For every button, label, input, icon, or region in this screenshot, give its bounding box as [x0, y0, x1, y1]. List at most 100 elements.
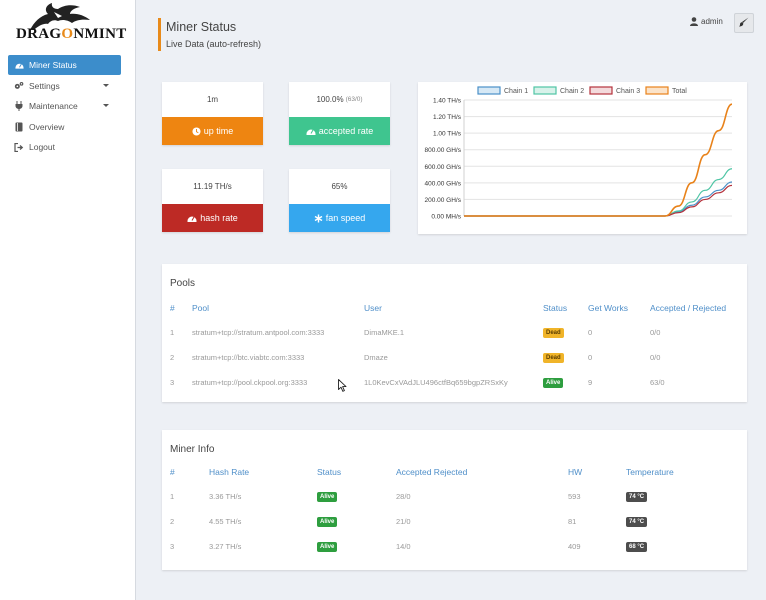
legend-label: Total — [672, 88, 687, 95]
fan-speed-value: 65% — [331, 182, 348, 191]
user-name: admin — [701, 17, 723, 26]
pool-works: 9 — [588, 378, 593, 387]
sidebar-item-label: Overview — [29, 121, 65, 132]
chain-accrej: 21/0 — [396, 517, 411, 526]
table-row: 2 4.55 TH/s Alive 21/0 81 74 °C — [170, 509, 740, 534]
pool-url: stratum+tcp://stratum.antpool.com:3333 — [192, 328, 325, 337]
table-row: 2 stratum+tcp://btc.viabtc.com:3333 Dmaz… — [170, 345, 740, 370]
table-row: 3 3.27 TH/s Alive 14/0 409 68 °C — [170, 534, 740, 559]
sidebar-item-label: Miner Status — [29, 60, 77, 70]
hash-rate-label: hash rate — [200, 213, 238, 223]
table-row: 1 stratum+tcp://stratum.antpool.com:3333… — [170, 320, 740, 345]
sidebar-item-logout[interactable]: Logout — [8, 137, 121, 157]
pool-accrej: 0/0 — [650, 353, 661, 362]
chain-accrej: 14/0 — [396, 542, 411, 551]
hash-rate-label-bar: hash rate — [162, 204, 263, 232]
legend-swatch — [589, 86, 613, 95]
y-tick-label: 1.40 TH/s — [433, 98, 462, 105]
chain-rate: 4.55 TH/s — [209, 517, 242, 526]
chain-hw: 409 — [568, 542, 581, 551]
accepted-rate-value: 100.0% — [316, 95, 344, 104]
mouse-cursor-icon — [338, 379, 347, 392]
y-tick-label: 800.00 GH/s — [425, 147, 462, 154]
uptime-value: 1m — [206, 95, 219, 104]
temperature-badge: 68 °C — [626, 542, 648, 552]
fan-speed-label-bar: fan speed — [289, 204, 390, 232]
pools-col-pool: Pool — [192, 303, 210, 313]
temperature-badge: 74 °C — [626, 492, 648, 502]
legend-swatch — [533, 86, 557, 95]
chevron-down-icon — [103, 83, 109, 87]
book-icon — [14, 122, 24, 132]
pools-panel: Pools # Pool User Status Get Works Accep… — [162, 264, 747, 402]
hashrate-chart-card: 0.00 MH/s 200.00 GH/s 400.00 GH/s 600.00 GH… — [418, 82, 747, 234]
pools-col-works: Get Works — [588, 303, 628, 313]
status-badge: Alive — [317, 542, 338, 552]
pools-col-status: Status — [543, 303, 568, 313]
sign-out-icon — [14, 142, 24, 152]
sidebar-item-maintenance[interactable]: Maintenance — [8, 96, 121, 116]
chain-num: 2 — [170, 517, 175, 526]
pool-works: 0 — [588, 328, 593, 337]
dashboard-icon — [187, 214, 197, 223]
pool-accrej: 63/0 — [650, 378, 665, 387]
chain-rate: 3.27 TH/s — [209, 542, 242, 551]
table-row: 3 stratum+tcp://pool.ckpool.org:3333 1L0… — [170, 370, 740, 395]
pools-title: Pools — [170, 278, 196, 289]
dragonmint-logo[interactable]: DRAGONMINT — [12, 2, 127, 50]
pool-num: 1 — [170, 328, 175, 337]
series-line-chain-2 — [464, 168, 733, 217]
status-badge: Dead — [543, 328, 564, 338]
miner-info-table: # Hash Rate Status Accepted Rejected HW … — [170, 460, 740, 559]
miner-col-temp: Temperature — [626, 467, 674, 477]
chain-accrej: 28/0 — [396, 492, 411, 501]
chevron-down-icon — [103, 104, 109, 107]
theme-button[interactable] — [734, 13, 754, 33]
fan-speed-card: 65% fan speed — [289, 169, 390, 232]
y-tick-label: 0.00 MH/s — [431, 214, 461, 221]
accepted-rate-note: (63/0) — [345, 96, 363, 103]
table-row: 1 3.36 TH/s Alive 28/0 593 74 °C — [170, 484, 740, 509]
dashboard-icon — [14, 60, 24, 70]
pool-user: Dmaze — [364, 353, 388, 362]
y-tick-label: 1.20 TH/s — [433, 114, 462, 121]
sidebar-nav: Miner Status Settings Maintenance Overvi… — [8, 55, 121, 158]
miner-col-num: # — [170, 467, 175, 477]
pool-user: 1L0KevCxVAdJLU496ctfBq659bgpZRSxKy — [364, 378, 508, 387]
status-badge: Alive — [317, 492, 338, 502]
uptime-label-bar: up time — [162, 117, 263, 145]
pool-accrej: 0/0 — [650, 328, 661, 337]
hashrate-chart: 0.00 MH/s 200.00 GH/s 400.00 GH/s 600.00 GH… — [425, 86, 733, 221]
miner-col-rate: Hash Rate — [209, 467, 250, 477]
logo-text: DRAGONMINT — [16, 26, 127, 42]
uptime-label: up time — [203, 126, 234, 136]
sidebar-item-miner-status[interactable]: Miner Status — [8, 55, 121, 75]
page-title: Miner Status — [166, 20, 237, 34]
gears-icon — [14, 81, 24, 91]
accepted-rate-label-bar: accepted rate — [289, 117, 390, 145]
pools-col-user: User — [364, 303, 382, 313]
y-tick-label: 200.00 GH/s — [425, 197, 462, 204]
legend-swatch — [645, 86, 669, 95]
legend-label: Chain 3 — [616, 88, 640, 95]
sidebar-item-overview[interactable]: Overview — [8, 117, 121, 137]
sidebar-item-settings[interactable]: Settings — [8, 76, 121, 96]
asterisk-icon — [314, 213, 323, 223]
hash-rate-card: 11.19 TH/s hash rate — [162, 169, 263, 232]
miner-info-panel: Miner Info # Hash Rate Status Accepted R… — [162, 430, 747, 570]
miner-col-accrej: Accepted Rejected — [396, 467, 468, 477]
legend-label: Chain 2 — [560, 88, 584, 95]
pool-works: 0 — [588, 353, 593, 362]
accepted-rate-card: 100.0% (63/0) accepted rate — [289, 82, 390, 145]
pool-url: stratum+tcp://btc.viabtc.com:3333 — [192, 353, 305, 362]
legend-swatch — [477, 86, 501, 95]
miner-col-status: Status — [317, 467, 342, 477]
sidebar-item-label: Logout — [29, 142, 55, 152]
uptime-card: 1m up time — [162, 82, 263, 145]
fan-speed-label: fan speed — [325, 213, 366, 223]
temperature-badge: 74 °C — [626, 517, 648, 527]
chain-hw: 593 — [568, 492, 581, 501]
series-line-total — [464, 103, 733, 217]
miner-col-hw: HW — [568, 467, 583, 477]
user-menu[interactable]: admin — [690, 17, 723, 26]
